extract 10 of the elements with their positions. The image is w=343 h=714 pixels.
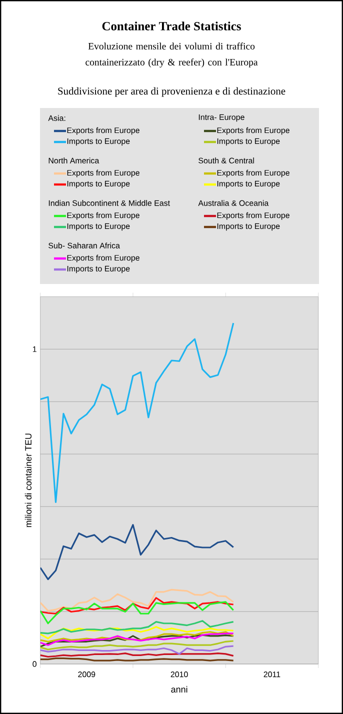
line-series xyxy=(40,524,234,580)
chart-subtitle: Evoluzione mensile dei volumi di traffico containerizzato (dry & reefer) con l'Europa xyxy=(86,42,258,68)
line-series xyxy=(40,322,234,503)
y-axis-title: milioni di container TEU xyxy=(24,434,32,528)
line-series xyxy=(40,626,234,640)
text: Suddivisione per area di provenienza e di destinazione xyxy=(58,87,286,97)
line-series xyxy=(40,620,234,634)
x-axis-title: anni xyxy=(171,686,188,693)
chart-title: Container Trade Statistics xyxy=(102,22,241,30)
line-series xyxy=(40,597,234,614)
